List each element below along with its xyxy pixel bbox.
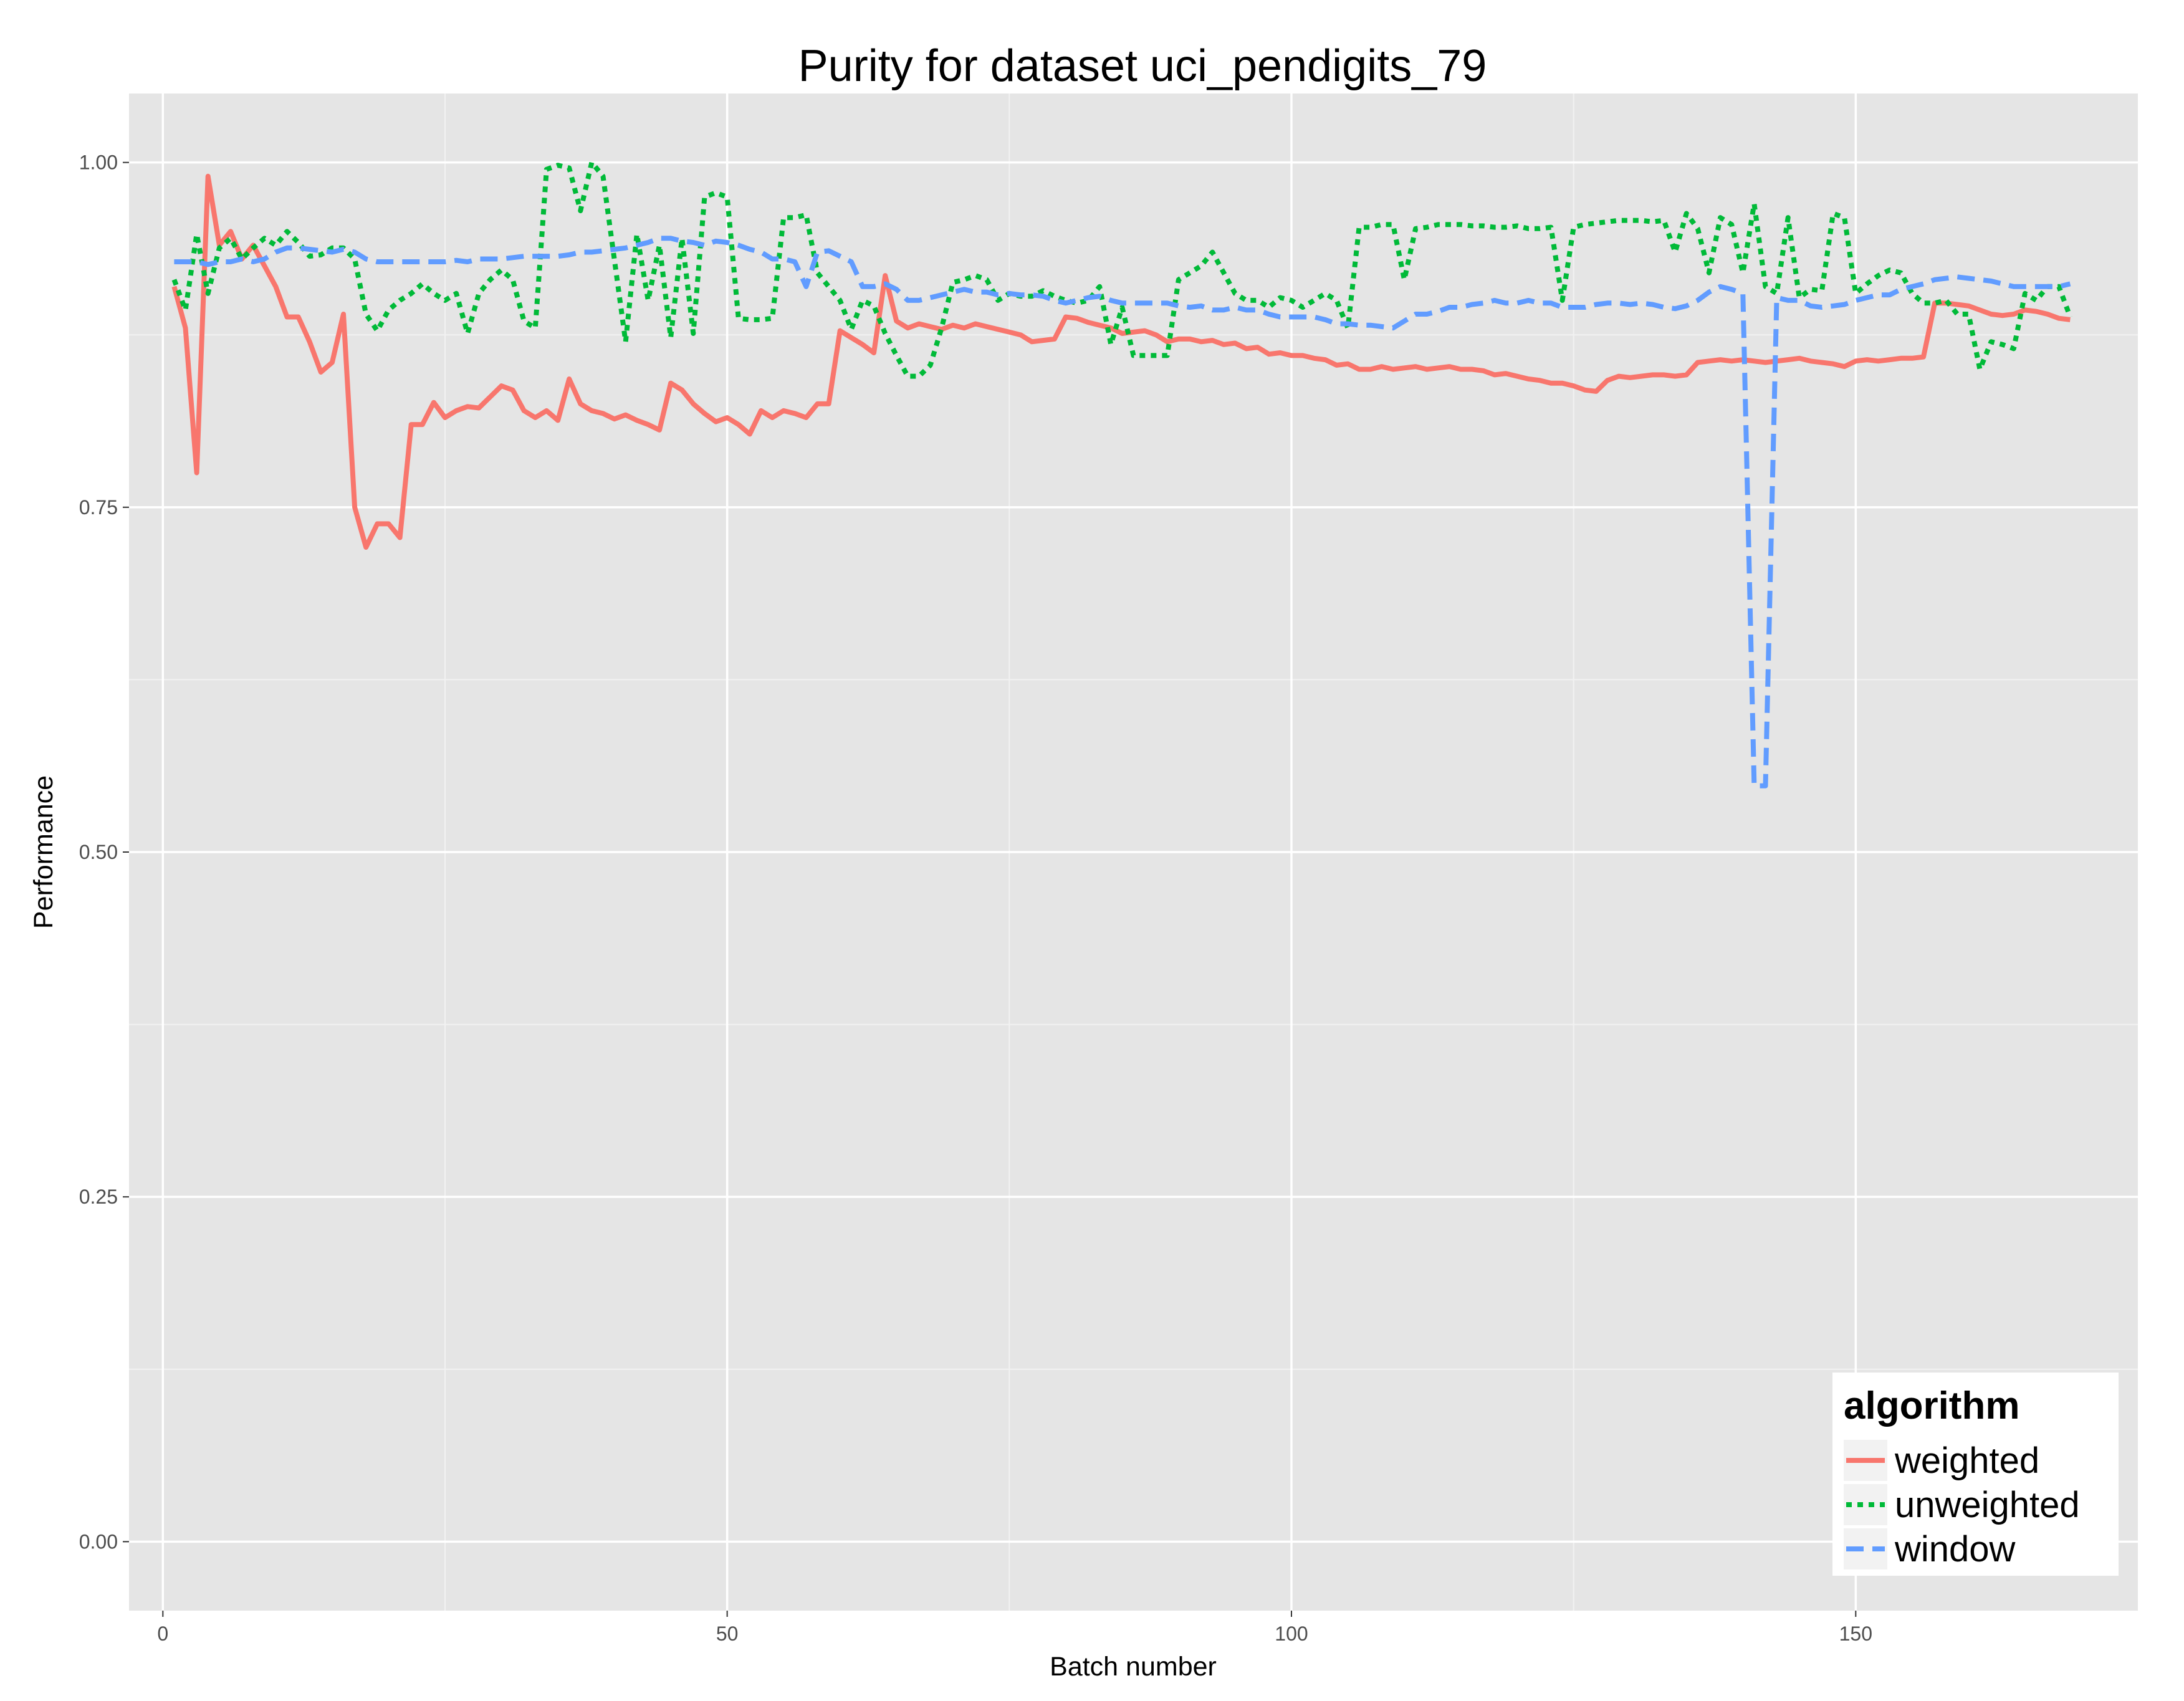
x-tick-label: 100 (1275, 1622, 1308, 1645)
y-tick-label: 1.00 (79, 151, 118, 174)
legend-label-window: window (1894, 1529, 2016, 1569)
x-tick-label: 0 (157, 1622, 168, 1645)
x-tick-label: 150 (1839, 1622, 1872, 1645)
y-tick-label: 0.50 (79, 841, 118, 863)
series-line-unweighted (171, 160, 2073, 379)
x-axis-ticks: 0 50 100 150 (157, 1611, 1872, 1645)
legend-label-weighted: weighted (1894, 1440, 2039, 1481)
major-gridlines (129, 93, 2138, 1611)
y-axis-title: Performance (29, 775, 59, 929)
x-tick-label: 50 (716, 1622, 739, 1645)
series-lines (171, 160, 2073, 788)
x-axis-title: Batch number (1050, 1652, 1217, 1682)
y-tick-label: 0.75 (79, 496, 118, 519)
series-line-weighted (171, 173, 2071, 550)
legend-label-unweighted: unweighted (1895, 1485, 2080, 1525)
y-tick-label: 0.25 (79, 1186, 118, 1208)
chart-title: Purity for dataset uci_pendigits_79 (798, 41, 1487, 91)
y-tick-label: 0.00 (79, 1530, 118, 1553)
series-line-window (174, 236, 2071, 788)
legend-title: algorithm (1844, 1384, 2019, 1427)
y-axis-ticks: 0.00 0.25 0.50 0.75 1.00 (79, 151, 129, 1553)
